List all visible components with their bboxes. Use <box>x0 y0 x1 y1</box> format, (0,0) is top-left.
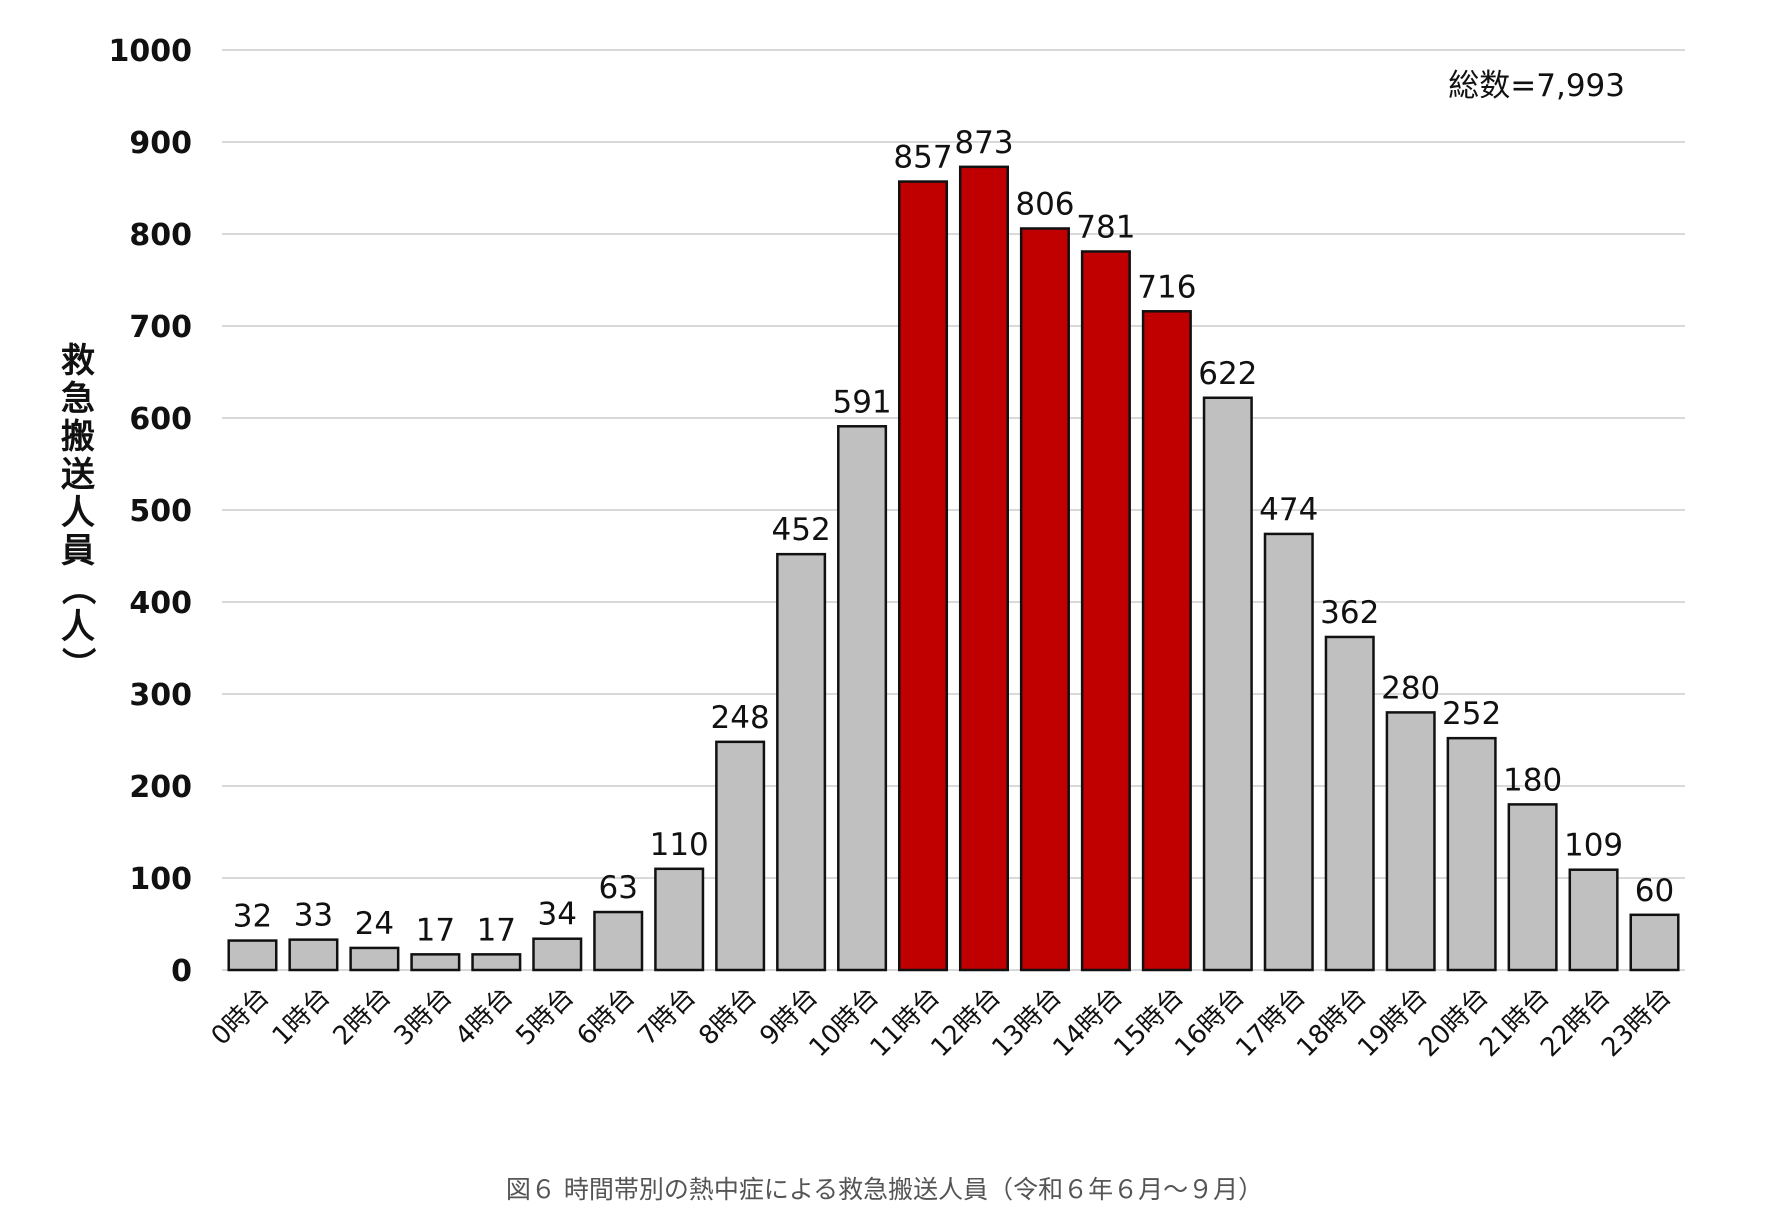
bar <box>227 939 278 972</box>
x-tick-label: 5時台 <box>511 982 581 1052</box>
bar <box>1568 868 1619 972</box>
y-axis-label-char: 送 <box>61 455 95 495</box>
data-label: 591 <box>832 384 891 420</box>
y-tick-label: 600 <box>129 402 192 437</box>
bar <box>1080 250 1131 972</box>
y-tick-label: 0 <box>171 954 192 989</box>
bar <box>288 938 339 972</box>
data-label: 17 <box>477 912 516 948</box>
y-axis-label-char: ） <box>57 647 97 681</box>
data-label: 180 <box>1503 762 1562 798</box>
y-tick-label: 800 <box>129 218 192 253</box>
x-tick-label: 1時台 <box>267 982 337 1052</box>
bar <box>410 953 461 972</box>
y-axis-label-char: 救 <box>61 341 95 381</box>
bar <box>471 953 522 972</box>
x-tick-label: 23時台 <box>1596 982 1677 1063</box>
data-label: 109 <box>1564 828 1623 864</box>
bar <box>654 867 705 972</box>
value-labels: 32 33 24 17 17 34 63 110 248 452 591 857 87380678171… <box>233 125 1674 949</box>
bar <box>1324 635 1375 972</box>
y-axis-label-char: 人 <box>61 493 95 533</box>
bar <box>1446 736 1497 972</box>
y-tick-label: 300 <box>129 678 192 713</box>
bars <box>227 165 1680 972</box>
bar-chart: 0 100 200 300 400 500 600 700 800 900 1000 32 33 24 1… <box>57 34 1685 1063</box>
x-tick-label: 2時台 <box>328 982 398 1052</box>
data-label: 873 <box>954 125 1013 161</box>
data-label: 280 <box>1381 670 1440 706</box>
y-tick-label: 700 <box>129 310 192 345</box>
y-axis-ticks: 0 100 200 300 400 500 600 700 800 900 1000 <box>109 34 193 989</box>
y-tick-label: 1000 <box>109 34 193 69</box>
y-tick-label: 900 <box>129 126 192 161</box>
y-tick-label: 200 <box>129 770 192 805</box>
x-tick-label: 7時台 <box>632 982 702 1052</box>
x-tick-label: 0時台 <box>206 982 276 1052</box>
data-label: 857 <box>893 140 952 176</box>
data-label: 248 <box>711 700 770 736</box>
data-label: 110 <box>650 827 709 863</box>
grid-lines <box>222 49 1685 971</box>
data-label: 362 <box>1320 595 1379 631</box>
bar <box>1263 532 1314 972</box>
figure-caption: 図６ 時間帯別の熱中症による救急搬送人員（令和６年６月〜９月） <box>505 1175 1264 1204</box>
y-axis-label-char: 員 <box>61 531 95 571</box>
bar <box>593 910 644 972</box>
y-axis-label-char: 人 <box>61 607 95 647</box>
bar <box>349 946 400 972</box>
data-label: 60 <box>1635 873 1674 909</box>
data-label: 716 <box>1137 269 1196 305</box>
data-label: 781 <box>1076 209 1135 245</box>
data-label: 63 <box>599 870 638 906</box>
x-tick-label: 8時台 <box>693 982 763 1052</box>
y-axis-label-char: （ <box>57 571 97 605</box>
y-axis-label-char: 搬 <box>61 417 95 457</box>
y-tick-label: 500 <box>129 494 192 529</box>
y-tick-label: 400 <box>129 586 192 621</box>
bar <box>1385 711 1436 972</box>
bar <box>837 425 888 972</box>
bar <box>897 180 949 972</box>
data-label: 252 <box>1442 696 1501 732</box>
data-label: 34 <box>538 897 577 933</box>
x-tick-label: 6時台 <box>571 982 641 1052</box>
bar <box>958 165 1010 972</box>
data-label: 452 <box>772 512 831 548</box>
data-label: 24 <box>355 906 394 942</box>
x-tick-label: 4時台 <box>450 982 520 1052</box>
data-label: 474 <box>1259 492 1318 528</box>
total-annotation: 総数=7,993 <box>1448 68 1625 104</box>
data-label: 32 <box>233 899 272 935</box>
bar <box>532 937 583 972</box>
bar <box>1019 227 1070 972</box>
y-tick-label: 100 <box>129 862 192 897</box>
bar <box>1629 913 1680 972</box>
y-axis-label-char: 急 <box>61 379 95 419</box>
data-label: 33 <box>294 898 333 934</box>
bar <box>1507 803 1558 972</box>
x-axis-labels: 0時台1時台2時台3時台4時台5時台6時台7時台8時台9時台10時台11時台12… <box>206 982 1678 1063</box>
x-tick-label: 3時台 <box>389 982 459 1052</box>
bar <box>715 740 766 972</box>
bar <box>776 552 827 972</box>
data-label: 17 <box>416 912 455 948</box>
data-label: 622 <box>1198 356 1257 392</box>
bar <box>1202 396 1253 972</box>
bar <box>1141 310 1192 972</box>
y-axis-label: 救急搬送人員（人） <box>57 341 97 681</box>
data-label: 806 <box>1015 186 1074 222</box>
